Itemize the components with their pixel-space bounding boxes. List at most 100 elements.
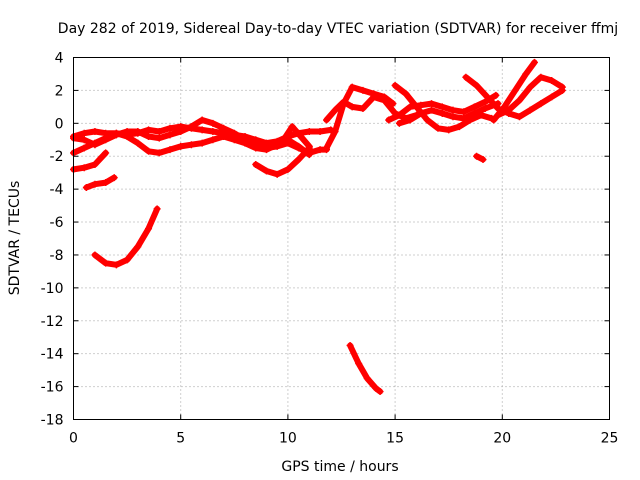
data-point bbox=[305, 128, 313, 136]
data-point bbox=[198, 126, 206, 134]
data-point bbox=[295, 156, 303, 164]
data-point bbox=[166, 131, 174, 139]
data-point bbox=[370, 93, 378, 101]
data-point bbox=[155, 149, 163, 157]
data-point bbox=[80, 164, 88, 172]
data-point bbox=[145, 225, 153, 233]
data-point bbox=[481, 105, 489, 113]
data-point bbox=[209, 119, 217, 127]
data-series-arc-3 bbox=[70, 116, 330, 157]
data-point bbox=[376, 388, 384, 396]
data-series-arc-18 bbox=[473, 152, 487, 164]
data-point bbox=[483, 93, 491, 101]
data-point bbox=[348, 83, 356, 91]
data-point bbox=[406, 116, 414, 124]
data-point bbox=[252, 160, 260, 168]
data-point bbox=[153, 205, 161, 213]
data-point bbox=[305, 142, 313, 150]
data-point bbox=[346, 341, 354, 349]
series-track bbox=[83, 174, 118, 191]
data-point bbox=[177, 142, 185, 150]
data-point bbox=[198, 116, 206, 124]
data-point bbox=[177, 128, 185, 136]
data-point bbox=[102, 149, 110, 157]
x-tick-label: 20 bbox=[493, 431, 511, 447]
data-point bbox=[391, 81, 399, 89]
grid-layer bbox=[73, 57, 610, 420]
data-point bbox=[490, 116, 498, 124]
data-point bbox=[449, 113, 457, 121]
y-tick-label: 4 bbox=[55, 51, 64, 67]
data-point bbox=[395, 119, 403, 127]
data-point bbox=[230, 129, 238, 137]
data-point bbox=[241, 136, 249, 144]
data-series-arc-6 bbox=[91, 205, 161, 269]
data-point bbox=[548, 93, 556, 101]
series-track bbox=[392, 82, 495, 133]
data-point bbox=[462, 73, 470, 81]
data-point bbox=[91, 128, 99, 136]
data-point bbox=[273, 170, 281, 178]
data-point bbox=[423, 116, 431, 124]
data-point bbox=[295, 144, 303, 152]
data-point bbox=[460, 108, 468, 116]
data-point bbox=[380, 96, 388, 104]
data-series-arc-13 bbox=[391, 81, 496, 134]
data-series-arc-4 bbox=[70, 149, 110, 173]
data-point bbox=[316, 146, 324, 154]
data-point bbox=[359, 105, 367, 113]
plot-frame bbox=[73, 57, 610, 420]
y-tick-label: -18 bbox=[41, 413, 64, 429]
data-point bbox=[112, 261, 120, 269]
data-point bbox=[526, 83, 534, 91]
data-point bbox=[273, 142, 281, 150]
y-tick-label: -10 bbox=[41, 281, 64, 297]
data-point bbox=[537, 73, 545, 81]
data-series-arc-17 bbox=[494, 73, 566, 119]
data-point bbox=[413, 103, 421, 111]
data-point bbox=[155, 128, 163, 136]
y-tick-label: 0 bbox=[55, 116, 64, 132]
data-point bbox=[363, 374, 371, 382]
series-track bbox=[396, 100, 501, 127]
data-point bbox=[262, 167, 270, 175]
data-point bbox=[145, 132, 153, 140]
data-point bbox=[322, 116, 330, 124]
data-point bbox=[322, 144, 330, 152]
data-point bbox=[406, 103, 414, 111]
data-point bbox=[355, 360, 363, 368]
y-tick-label: -8 bbox=[50, 248, 64, 264]
data-point bbox=[492, 91, 500, 99]
data-point bbox=[558, 83, 566, 91]
x-tick-label: 5 bbox=[176, 431, 185, 447]
y-tick-label: -12 bbox=[41, 314, 64, 330]
data-point bbox=[455, 123, 463, 131]
x-tick-label: 25 bbox=[601, 431, 619, 447]
data-point bbox=[166, 146, 174, 154]
data-point bbox=[145, 147, 153, 155]
data-point bbox=[348, 103, 356, 111]
data-point bbox=[123, 128, 131, 136]
data-point bbox=[187, 141, 195, 149]
data-point bbox=[91, 160, 99, 168]
y-tick-label: -14 bbox=[41, 347, 64, 363]
data-point bbox=[515, 113, 523, 121]
data-point bbox=[438, 103, 446, 111]
x-axis-title: GPS time / hours bbox=[281, 459, 398, 475]
data-point bbox=[331, 106, 339, 114]
data-point bbox=[470, 103, 478, 111]
data-point bbox=[417, 109, 425, 117]
y-tick-label: -2 bbox=[50, 149, 64, 165]
data-point bbox=[331, 128, 339, 136]
data-point bbox=[473, 152, 481, 160]
data-point bbox=[209, 136, 217, 144]
data-point bbox=[80, 136, 88, 144]
data-point bbox=[288, 123, 296, 131]
x-tick-label: 10 bbox=[279, 431, 297, 447]
data-point bbox=[187, 123, 195, 131]
data-point bbox=[526, 106, 534, 114]
data-point bbox=[134, 139, 142, 147]
data-point bbox=[252, 141, 260, 149]
data-point bbox=[102, 259, 110, 267]
x-tick-label: 0 bbox=[69, 431, 78, 447]
